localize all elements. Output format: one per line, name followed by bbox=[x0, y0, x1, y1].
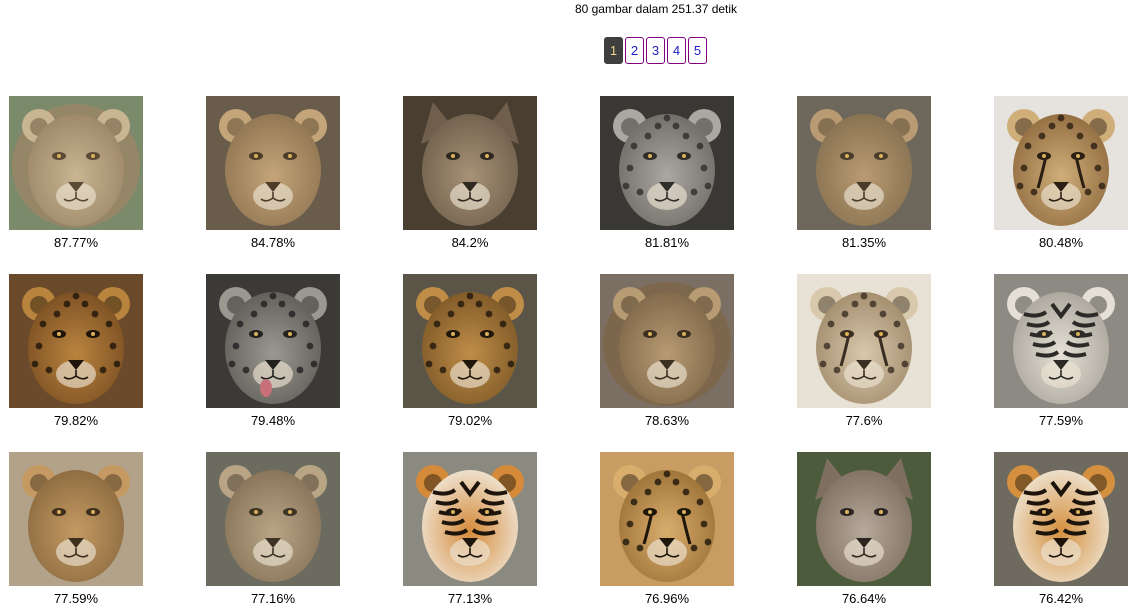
similarity-score: 84.78% bbox=[250, 235, 296, 250]
result-card: 80.48% bbox=[994, 96, 1128, 250]
lion-image bbox=[600, 274, 734, 408]
result-card: 77.59% bbox=[994, 274, 1128, 428]
result-thumbnail[interactable] bbox=[206, 452, 340, 586]
wolf-image bbox=[403, 96, 537, 230]
result-thumbnail[interactable] bbox=[9, 96, 143, 230]
result-thumbnail[interactable] bbox=[403, 452, 537, 586]
similarity-score: 81.35% bbox=[841, 235, 887, 250]
result-thumbnail[interactable] bbox=[206, 96, 340, 230]
result-card: 84.78% bbox=[206, 96, 340, 250]
lion-cub-image bbox=[206, 452, 340, 586]
result-card: 81.35% bbox=[797, 96, 931, 250]
similarity-score: 76.96% bbox=[644, 591, 690, 606]
result-thumbnail[interactable] bbox=[600, 96, 734, 230]
result-thumbnail[interactable] bbox=[600, 274, 734, 408]
result-thumbnail[interactable] bbox=[403, 96, 537, 230]
result-thumbnail[interactable] bbox=[9, 452, 143, 586]
cheetah-image bbox=[994, 96, 1128, 230]
similarity-score: 78.63% bbox=[644, 413, 690, 428]
similarity-score: 77.59% bbox=[53, 591, 99, 606]
page-button-5[interactable]: 5 bbox=[688, 37, 707, 64]
result-card: 79.82% bbox=[9, 274, 143, 428]
result-thumbnail[interactable] bbox=[9, 274, 143, 408]
result-card: 79.48% bbox=[206, 274, 340, 428]
similarity-score: 76.42% bbox=[1038, 591, 1084, 606]
result-thumbnail[interactable] bbox=[797, 452, 931, 586]
result-thumbnail[interactable] bbox=[206, 274, 340, 408]
result-card: 77.59% bbox=[9, 452, 143, 606]
similarity-score: 77.6% bbox=[845, 413, 883, 428]
result-card: 77.16% bbox=[206, 452, 340, 606]
lion-image bbox=[9, 96, 143, 230]
similarity-score: 77.59% bbox=[1038, 413, 1084, 428]
page-button-1[interactable]: 1 bbox=[604, 37, 623, 64]
result-card: 87.77% bbox=[9, 96, 143, 250]
snow-leopard-image bbox=[206, 274, 340, 408]
result-thumbnail[interactable] bbox=[994, 274, 1128, 408]
result-card: 78.63% bbox=[600, 274, 734, 428]
page-button-2[interactable]: 2 bbox=[625, 37, 644, 64]
result-card: 76.64% bbox=[797, 452, 931, 606]
result-card: 84.2% bbox=[403, 96, 537, 250]
result-card: 76.42% bbox=[994, 452, 1128, 606]
similarity-score: 77.13% bbox=[447, 591, 493, 606]
result-thumbnail[interactable] bbox=[994, 452, 1128, 586]
snow-leopard-image bbox=[600, 96, 734, 230]
tiger-image bbox=[994, 452, 1128, 586]
similarity-score: 80.48% bbox=[1038, 235, 1084, 250]
result-card: 77.6% bbox=[797, 274, 931, 428]
lioness-image bbox=[797, 96, 931, 230]
jaguar-image bbox=[9, 274, 143, 408]
page-button-4[interactable]: 4 bbox=[667, 37, 686, 64]
similarity-score: 81.81% bbox=[644, 235, 690, 250]
wolf-image bbox=[797, 452, 931, 586]
leopard-image bbox=[403, 274, 537, 408]
similarity-score: 77.16% bbox=[250, 591, 296, 606]
similarity-score: 79.02% bbox=[447, 413, 493, 428]
result-thumbnail[interactable] bbox=[797, 274, 931, 408]
similarity-score: 84.2% bbox=[451, 235, 489, 250]
result-thumbnail[interactable] bbox=[797, 96, 931, 230]
result-card: 79.02% bbox=[403, 274, 537, 428]
result-card: 76.96% bbox=[600, 452, 734, 606]
result-card: 81.81% bbox=[600, 96, 734, 250]
similarity-score: 76.64% bbox=[841, 591, 887, 606]
pagination: 1 2 3 4 5 bbox=[604, 37, 707, 64]
similarity-score: 87.77% bbox=[53, 235, 99, 250]
lioness-image bbox=[9, 452, 143, 586]
result-card: 77.13% bbox=[403, 452, 537, 606]
similarity-score: 79.48% bbox=[250, 413, 296, 428]
result-thumbnail[interactable] bbox=[994, 96, 1128, 230]
cheetah-image bbox=[600, 452, 734, 586]
result-thumbnail[interactable] bbox=[600, 452, 734, 586]
lioness-image bbox=[206, 96, 340, 230]
tiger-image bbox=[403, 452, 537, 586]
result-thumbnail[interactable] bbox=[403, 274, 537, 408]
results-summary: 80 gambar dalam 251.37 detik bbox=[0, 2, 1148, 16]
white-tiger-image bbox=[994, 274, 1128, 408]
results-summary-text: 80 gambar dalam 251.37 detik bbox=[574, 2, 738, 16]
cheetah-cub-image bbox=[797, 274, 931, 408]
similarity-score: 79.82% bbox=[53, 413, 99, 428]
page-button-3[interactable]: 3 bbox=[646, 37, 665, 64]
